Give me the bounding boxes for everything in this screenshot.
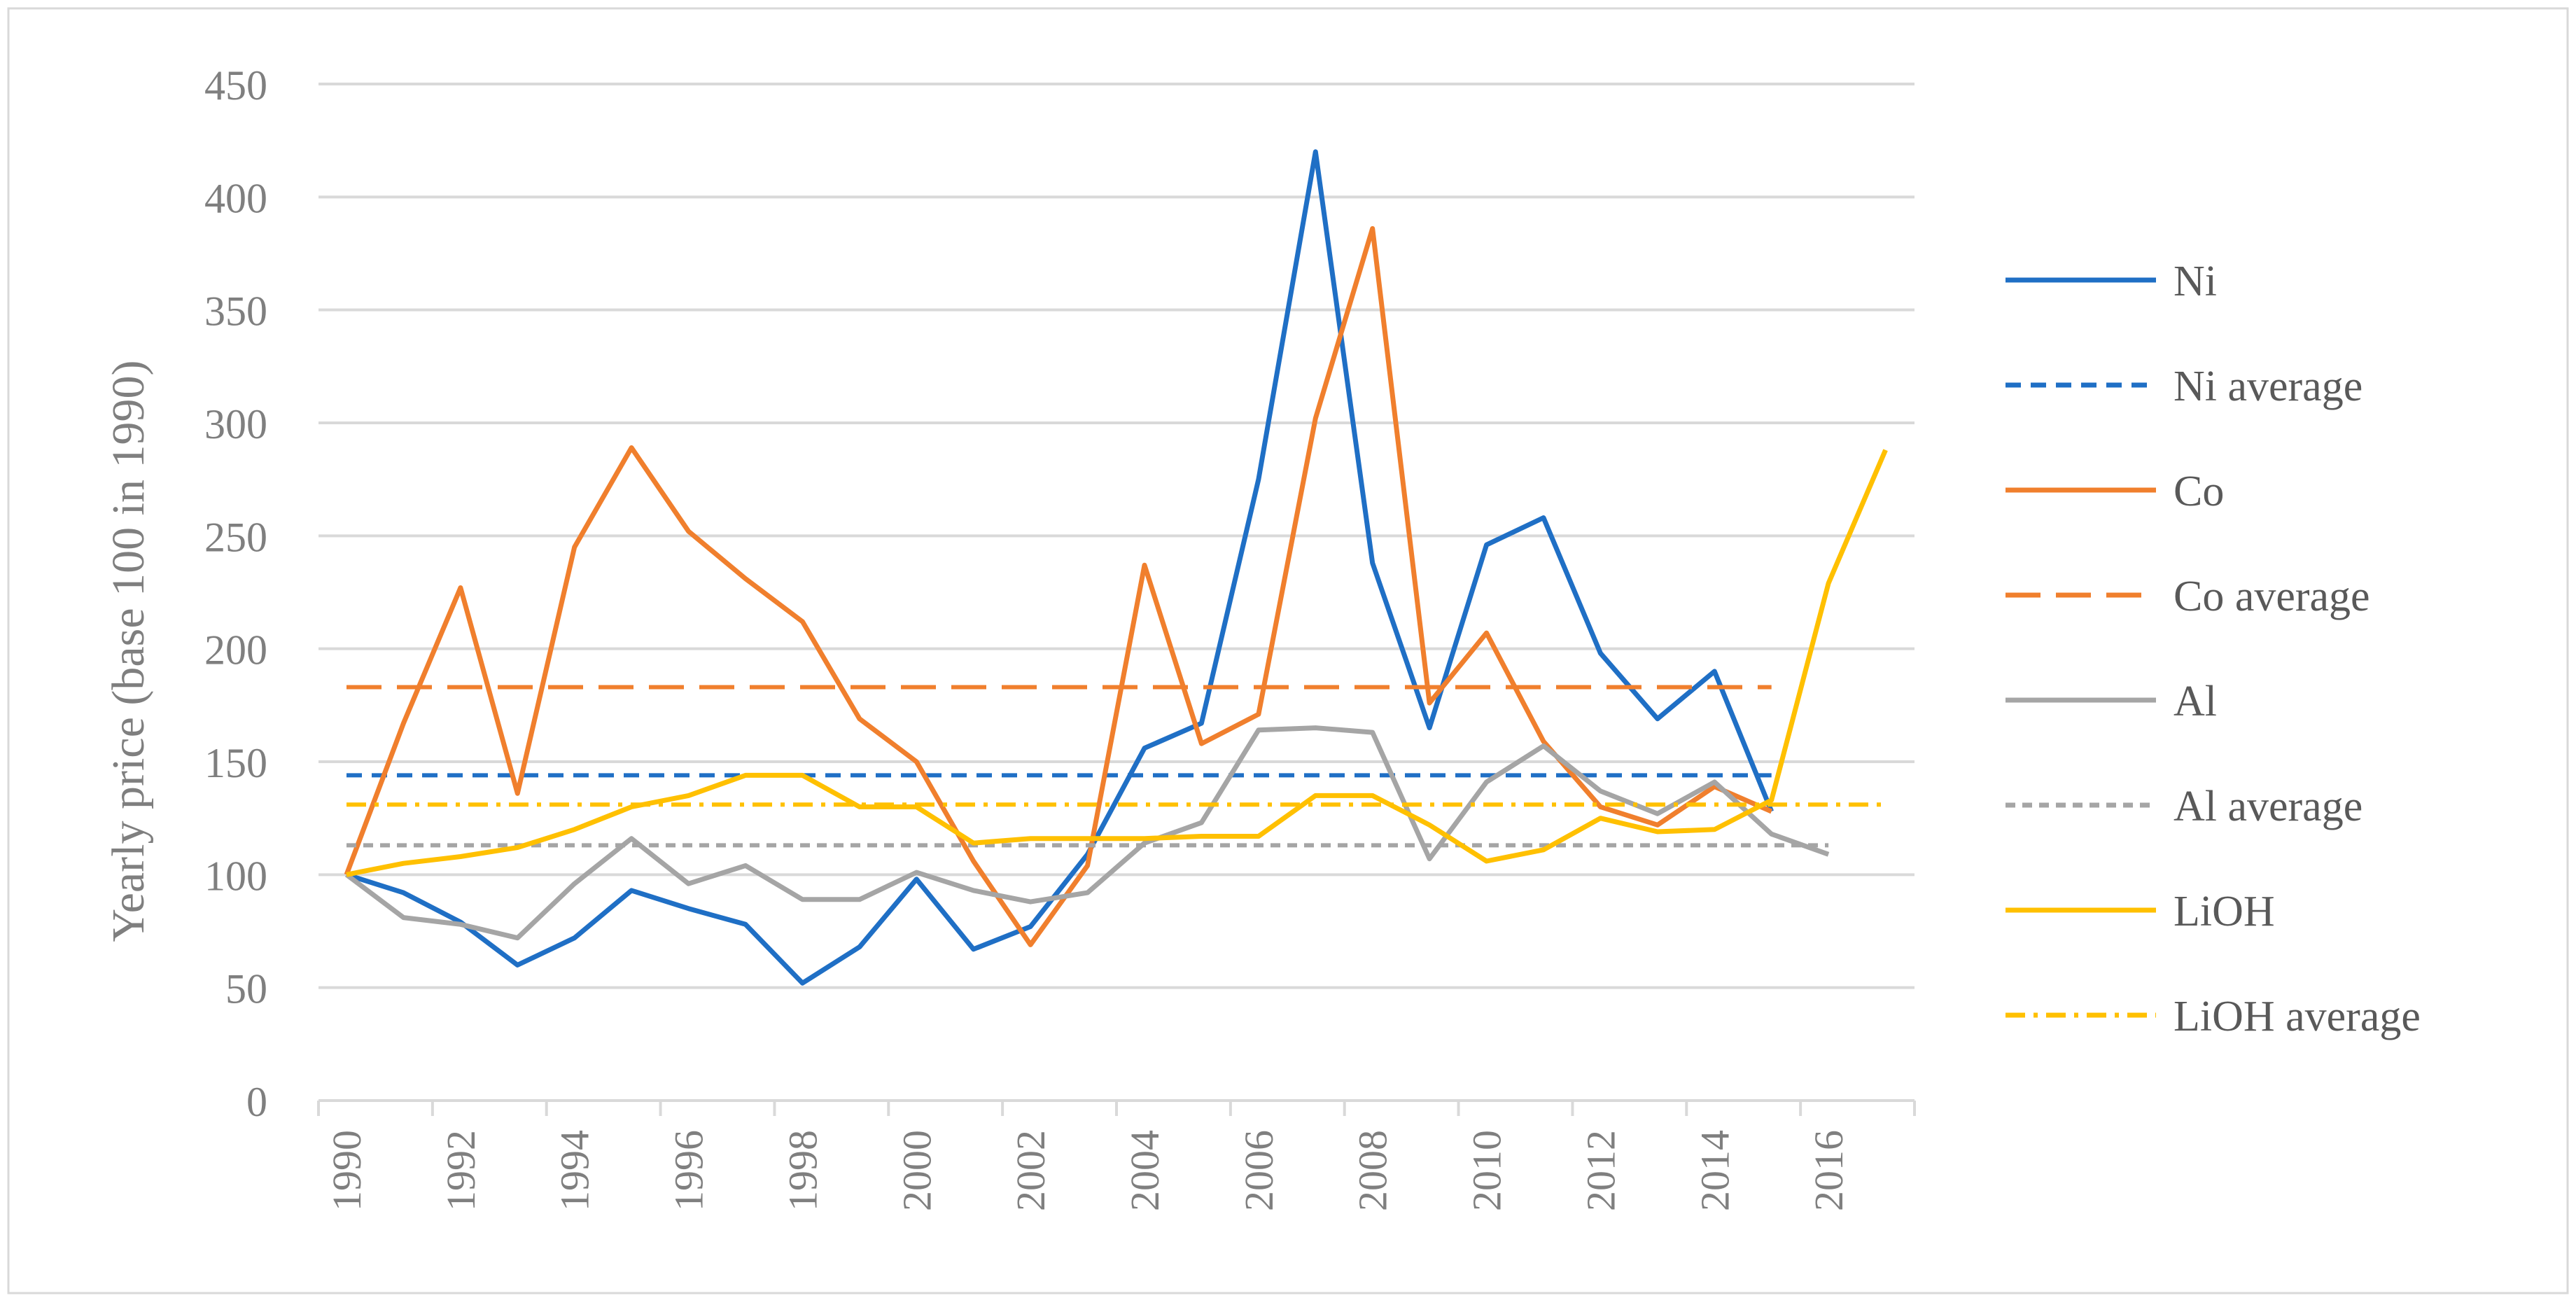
legend: Ni Ni average Co Co average Al Al average LiOH… xyxy=(2005,258,2421,1040)
x-tick-label: 1992 xyxy=(438,1130,484,1211)
x-tick-label: 2004 xyxy=(1122,1130,1168,1211)
y-tick-label: 450 xyxy=(204,62,267,109)
x-tick-label: 1990 xyxy=(324,1130,370,1211)
y-tick-label: 200 xyxy=(204,627,267,674)
series-line-ni xyxy=(345,149,1774,986)
series-line-lioh xyxy=(346,449,1888,877)
y-tick-label: 350 xyxy=(204,288,267,335)
y-tick-label: 50 xyxy=(225,966,267,1012)
series-lines xyxy=(344,149,1888,986)
axes: 0 50 100 150 200 250 300 350 400 450 1990 1992 1994 1… xyxy=(204,62,1916,1211)
legend-label: LiOH xyxy=(2174,888,2275,935)
y-tick-label: 0 xyxy=(246,1079,267,1125)
y-tick-label: 400 xyxy=(204,175,267,221)
x-tick-label: 2008 xyxy=(1350,1130,1396,1211)
legend-label: LiOH average xyxy=(2174,993,2421,1040)
y-tick-label: 300 xyxy=(204,401,267,447)
x-tick-label: 1996 xyxy=(666,1130,712,1211)
series-line-co xyxy=(344,226,1773,947)
x-tick-label: 2014 xyxy=(1692,1130,1737,1211)
legend-label: Co xyxy=(2174,468,2224,515)
x-tick-label: 2006 xyxy=(1236,1130,1282,1211)
x-tick-label: 1994 xyxy=(552,1130,598,1211)
y-axis-title: Yearly price (base 100 in 1990) xyxy=(103,361,154,942)
y-tick-label: 250 xyxy=(204,514,267,560)
x-tick-label: 2002 xyxy=(1008,1130,1054,1211)
x-tick-label: 2010 xyxy=(1464,1130,1510,1211)
legend-label: Co average xyxy=(2174,573,2370,620)
series-line-al xyxy=(344,725,1830,941)
x-tick-label: 1998 xyxy=(780,1130,825,1211)
y-tick-label: 100 xyxy=(204,853,267,899)
x-tick-label: 2016 xyxy=(1806,1130,1851,1211)
x-tick-label: 2012 xyxy=(1578,1130,1623,1211)
legend-label: Ni average xyxy=(2174,363,2362,410)
x-tick-label: 2000 xyxy=(894,1130,939,1211)
legend-label: Al average xyxy=(2174,783,2362,830)
legend-label: Ni xyxy=(2174,258,2217,305)
y-tick-label: 150 xyxy=(204,740,267,786)
legend-label: Al xyxy=(2174,678,2217,725)
